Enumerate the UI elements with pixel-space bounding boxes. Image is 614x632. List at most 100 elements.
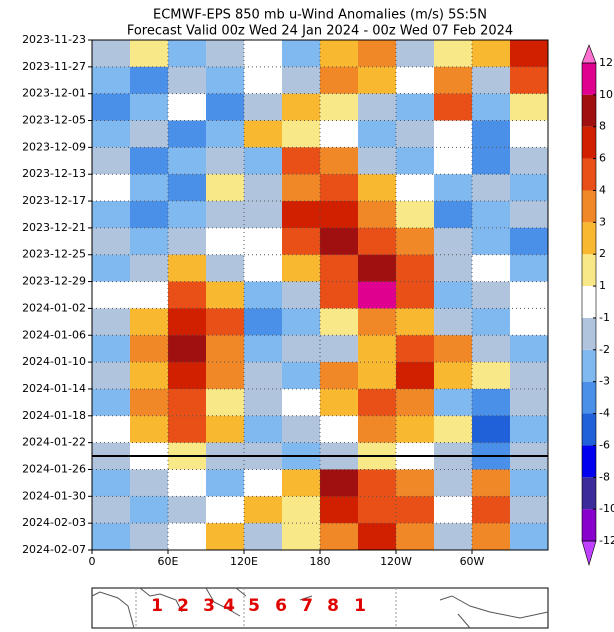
cell [472, 227, 511, 256]
cell [396, 120, 435, 148]
cell [130, 254, 169, 283]
cell [472, 40, 511, 68]
cell [282, 201, 321, 229]
y-tick-label: 2023-12-13 [22, 167, 86, 180]
cell [130, 362, 169, 390]
cell [206, 281, 245, 309]
phase-label: 8 [327, 596, 339, 616]
cell [130, 308, 169, 336]
cell [92, 415, 131, 444]
phase-label: 1 [354, 596, 366, 616]
cell [320, 174, 359, 202]
cell [282, 308, 321, 336]
cell [168, 415, 207, 444]
colorbar-label: -4 [599, 407, 610, 420]
cell [472, 415, 511, 444]
cell [282, 415, 321, 444]
cell [168, 496, 207, 524]
y-tick-label: 2024-02-07 [22, 543, 86, 556]
cell [282, 40, 321, 68]
cell [510, 147, 549, 175]
y-tick-label: 2024-01-30 [22, 489, 86, 502]
y-tick-label: 2024-01-06 [22, 328, 86, 341]
colorbar-label: 6 [599, 152, 606, 165]
colorbar-label: 12 [599, 56, 613, 69]
cell [358, 147, 397, 175]
cell [244, 415, 283, 444]
colorbar-segment [582, 158, 596, 191]
cell [168, 66, 207, 95]
cell [358, 201, 397, 229]
cell [282, 362, 321, 390]
cell [206, 523, 245, 551]
cell [510, 66, 549, 95]
colorbar-segment [582, 349, 596, 382]
cell [358, 174, 397, 202]
map-frame [91, 587, 549, 629]
cell [358, 362, 397, 390]
cell [434, 40, 473, 68]
colorbar-label: -10 [599, 502, 614, 515]
cell [320, 201, 359, 229]
cell [168, 227, 207, 256]
cell [244, 227, 283, 256]
cell [282, 174, 321, 202]
cell [244, 496, 283, 524]
cell [244, 388, 283, 417]
cell [92, 66, 131, 95]
cell [92, 147, 131, 175]
y-tick-label: 2023-12-29 [22, 275, 86, 288]
cell [472, 308, 511, 336]
cell [510, 469, 549, 497]
colorbar-label: -3 [599, 375, 610, 388]
colorbar-segment [582, 126, 596, 159]
colorbar-segment [582, 63, 596, 95]
cell [434, 281, 473, 309]
y-tick-label: 2024-01-26 [22, 462, 86, 475]
cell [92, 254, 131, 283]
colorbar-label: -12 [599, 534, 614, 547]
cell [510, 201, 549, 229]
cell [434, 523, 473, 551]
cell [206, 362, 245, 390]
cell [510, 227, 549, 256]
cell [434, 227, 473, 256]
cell [130, 388, 169, 417]
phase-label: 4 [223, 596, 235, 616]
cell [396, 227, 435, 256]
cell [510, 120, 549, 148]
y-tick-label: 2024-01-14 [22, 382, 86, 395]
cell [396, 201, 435, 229]
cell [168, 174, 207, 202]
colorbar-segment [582, 445, 596, 478]
cell [510, 388, 549, 417]
cell [130, 415, 169, 444]
phase-label: 1 [151, 596, 163, 616]
cell [168, 308, 207, 336]
cell [206, 388, 245, 417]
cell [92, 93, 131, 122]
cell [320, 523, 359, 551]
phase-label: 3 [203, 596, 215, 616]
map-strip [91, 587, 549, 629]
cell [358, 120, 397, 148]
cell [396, 415, 435, 444]
colorbar-label: -8 [599, 470, 610, 483]
cell [320, 66, 359, 95]
cell [168, 40, 207, 68]
cell [244, 93, 283, 122]
cell [358, 415, 397, 444]
cell [244, 308, 283, 336]
cell [168, 362, 207, 390]
cell [168, 335, 207, 363]
cell [434, 201, 473, 229]
cell [206, 147, 245, 175]
colorbar-segment [582, 509, 596, 541]
cell [434, 362, 473, 390]
cell [282, 227, 321, 256]
cell [472, 66, 511, 95]
cell [396, 523, 435, 551]
cell [168, 93, 207, 122]
cell [130, 335, 169, 363]
